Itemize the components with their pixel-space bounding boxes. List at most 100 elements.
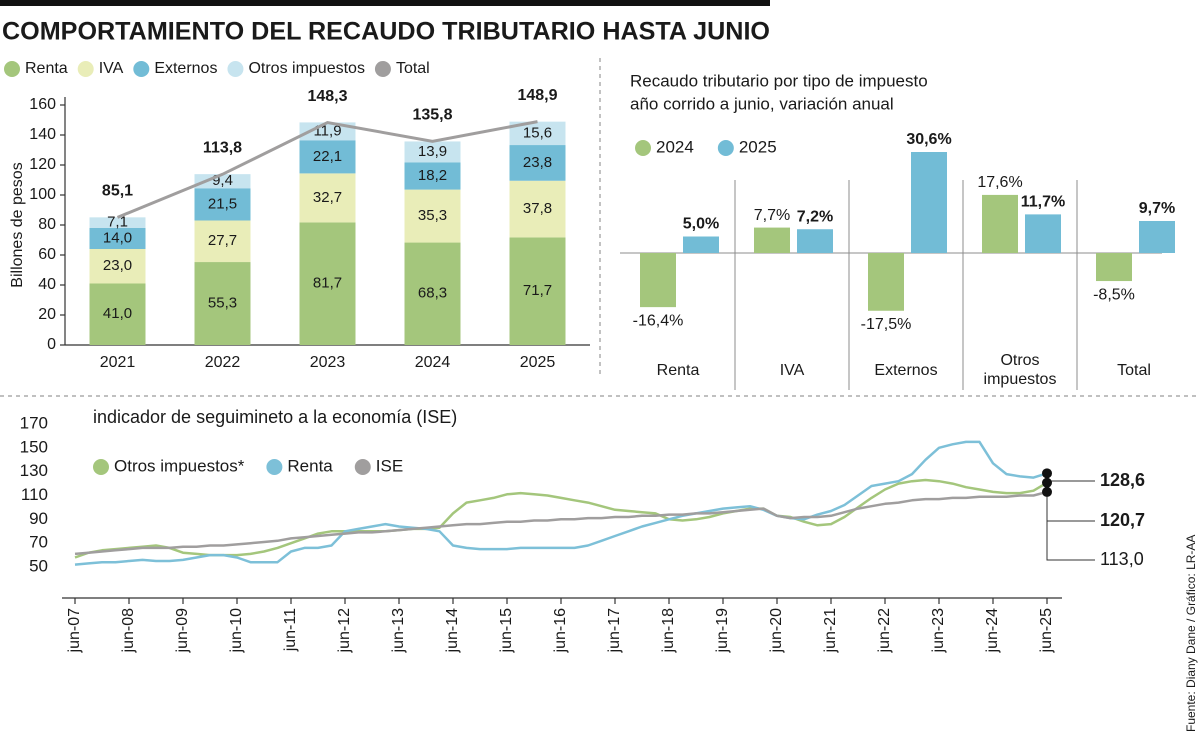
x-tick-label: jun-21: [822, 608, 839, 654]
bar-segment: [89, 283, 146, 345]
bar: [640, 253, 676, 308]
y-tick-label: 140: [29, 126, 56, 143]
total-label: 148,9: [517, 87, 557, 104]
legend-marker: [93, 459, 109, 475]
bar-segment: [89, 228, 146, 249]
bar: [797, 229, 833, 253]
bar: [1096, 253, 1132, 282]
x-tick-label: IVA: [779, 361, 805, 379]
x-tick-label: jun-22: [876, 608, 893, 654]
series-line: [74, 440, 1048, 566]
segment-label: 14,0: [103, 229, 132, 246]
segment-label: 13,9: [418, 143, 447, 160]
x-tick-label: jun-24: [984, 608, 1001, 654]
end-label: 120,7: [1100, 510, 1145, 530]
y-tick-label: 100: [29, 186, 56, 203]
bar: [754, 227, 790, 253]
end-label: 113,0: [1100, 549, 1144, 569]
total-label: 135,8: [412, 107, 452, 124]
y-tick-label: 60: [38, 246, 56, 263]
total-label: 85,1: [102, 183, 133, 200]
legend-marker: [227, 61, 244, 77]
x-tick-label: jun-18: [660, 608, 677, 654]
x-tick-label: jun-17: [606, 608, 623, 654]
segment-label: 15,6: [523, 124, 552, 141]
bar-segment: [194, 188, 251, 221]
label-connector: [1046, 482, 1095, 522]
segment-label: 68,3: [418, 285, 447, 302]
segment-label: 22,1: [313, 148, 342, 165]
bar-segment: [404, 242, 461, 345]
x-tick-label: jun-14: [444, 608, 461, 654]
legend-label: Renta: [25, 60, 68, 77]
end-point: [1042, 486, 1052, 497]
source: Fuente: Diany Dane / Gráfico: LR-AA: [1184, 535, 1198, 732]
x-tick-label: jun-23: [930, 608, 947, 654]
x-tick-label: Otros impuestos: [983, 352, 1057, 388]
legend-label: IVA: [99, 60, 124, 77]
x-tick-label: jun-08: [120, 608, 137, 654]
legend-label: 2025: [739, 137, 777, 156]
segment-label: 23,8: [523, 154, 552, 171]
legend-label: Otros impuestos: [248, 60, 364, 77]
chart-subtitle: año corrido a junio, variación anual: [630, 94, 894, 113]
bar-segment: [299, 173, 356, 223]
x-tick-label: jun-09: [174, 608, 191, 654]
legend-label: Total: [396, 60, 430, 77]
y-tick-label: 160: [29, 96, 56, 113]
total-label: 148,3: [307, 88, 347, 105]
bar-segment: [509, 145, 566, 181]
segment-label: 41,0: [103, 305, 132, 322]
legend-marker: [133, 61, 150, 77]
x-tick-label: jun-16: [552, 608, 569, 654]
end-point: [1042, 468, 1052, 479]
bar-segment: [89, 249, 146, 284]
value-label: 9,7%: [1139, 200, 1175, 217]
legend-marker: [77, 61, 94, 77]
y-tick-label: 80: [38, 216, 56, 233]
bar-segment: [194, 174, 251, 189]
bar: [1025, 214, 1061, 253]
x-tick-label: 2024: [415, 354, 451, 371]
x-tick-label: Total: [1117, 361, 1151, 379]
x-tick-label: jun-15: [498, 608, 515, 654]
y-tick-label: 70: [29, 533, 48, 552]
y-tick-label: 20: [38, 306, 56, 323]
legend-label: Externos: [154, 60, 217, 77]
bar: [1139, 220, 1175, 253]
legend-label: Otros impuestos*: [114, 456, 245, 475]
total-label: 113,8: [203, 140, 242, 157]
segment-label: 7,1: [107, 214, 128, 231]
legend-label: Renta: [287, 456, 333, 475]
label-connector: [1046, 473, 1095, 482]
segment-label: 18,2: [418, 167, 447, 184]
bar-segment: [299, 122, 356, 141]
y-tick-label: 0: [47, 336, 56, 353]
bar: [683, 236, 719, 253]
bar-segment: [194, 262, 251, 345]
value-label: 17,6%: [977, 174, 1022, 191]
segment-label: 35,3: [418, 207, 447, 224]
segment-label: 32,7: [313, 189, 342, 206]
y-axis-label: Billones de pesos: [9, 162, 26, 287]
x-tick-label: 2023: [310, 354, 346, 371]
legend-marker: [717, 140, 734, 156]
bar: [982, 194, 1018, 253]
bar-segment: [299, 140, 356, 174]
value-label: -16,4%: [633, 312, 684, 329]
y-tick-label: 50: [29, 556, 48, 575]
chart-title: indicador de seguimineto a la economía (…: [93, 407, 457, 427]
value-label: 30,6%: [906, 131, 951, 148]
title-rule: [0, 0, 770, 6]
value-label: 11,7%: [1021, 194, 1065, 211]
segment-label: 37,8: [523, 200, 552, 217]
series-line: [74, 490, 1048, 556]
x-tick-label: jun-12: [336, 608, 353, 654]
page-title: COMPORTAMIENTO DEL RECAUDO TRIBUTARIO HA…: [2, 18, 770, 46]
x-tick-label: 2021: [100, 354, 136, 371]
x-tick-label: jun-20: [768, 608, 785, 654]
value-label: 5,0%: [683, 216, 719, 233]
segment-label: 27,7: [208, 232, 237, 249]
series-line: [74, 478, 1048, 559]
